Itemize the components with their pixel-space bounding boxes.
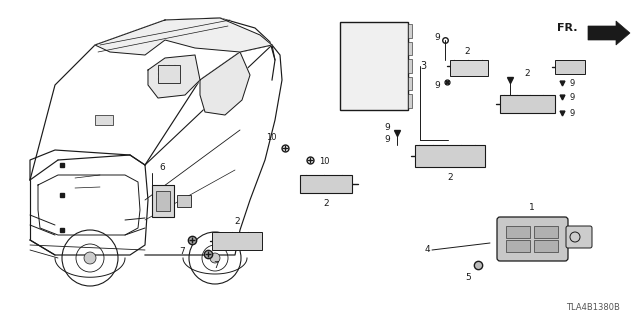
Text: 7: 7 xyxy=(213,261,219,270)
Text: 2: 2 xyxy=(234,218,240,227)
FancyBboxPatch shape xyxy=(497,217,568,261)
Bar xyxy=(534,240,558,252)
Bar xyxy=(506,226,530,238)
Polygon shape xyxy=(200,52,250,115)
Circle shape xyxy=(210,253,220,263)
Text: 2: 2 xyxy=(524,68,530,77)
Text: 2: 2 xyxy=(464,47,470,57)
Text: 9: 9 xyxy=(434,81,440,90)
Bar xyxy=(340,22,408,110)
Text: 9: 9 xyxy=(384,135,390,145)
Polygon shape xyxy=(148,55,200,98)
Text: 10: 10 xyxy=(319,157,329,166)
Text: 2: 2 xyxy=(447,172,453,181)
Bar xyxy=(408,77,412,91)
Text: 9: 9 xyxy=(570,108,575,117)
Bar xyxy=(534,226,558,238)
Text: 9: 9 xyxy=(384,123,390,132)
Bar xyxy=(212,232,262,250)
Text: 8: 8 xyxy=(181,196,187,205)
Bar xyxy=(158,65,180,83)
Text: 5: 5 xyxy=(465,274,471,283)
Text: 3: 3 xyxy=(420,61,426,71)
Text: 9: 9 xyxy=(570,92,575,101)
Text: 1: 1 xyxy=(529,204,535,212)
Bar xyxy=(152,185,174,217)
Text: 9: 9 xyxy=(570,78,575,87)
Text: 6: 6 xyxy=(159,163,165,172)
Text: 2: 2 xyxy=(323,198,329,207)
Bar xyxy=(555,60,585,74)
Text: FR.: FR. xyxy=(557,23,577,33)
Bar xyxy=(177,195,191,207)
Text: 4: 4 xyxy=(424,245,430,254)
Polygon shape xyxy=(588,21,630,45)
Text: 2: 2 xyxy=(565,66,571,75)
Bar xyxy=(415,145,485,167)
Bar xyxy=(408,42,412,55)
Bar xyxy=(156,191,170,211)
Text: TLA4B1380B: TLA4B1380B xyxy=(566,303,620,313)
Bar xyxy=(408,24,412,38)
Text: 7: 7 xyxy=(179,247,185,257)
Bar xyxy=(506,240,530,252)
Bar xyxy=(95,115,113,125)
FancyBboxPatch shape xyxy=(566,226,592,248)
Bar xyxy=(408,59,412,73)
Bar xyxy=(500,95,555,113)
Bar xyxy=(408,94,412,108)
Circle shape xyxy=(84,252,96,264)
Text: 10: 10 xyxy=(266,133,276,142)
Polygon shape xyxy=(95,18,272,55)
Bar xyxy=(450,60,488,76)
Bar xyxy=(300,175,352,193)
Text: 9: 9 xyxy=(434,34,440,43)
